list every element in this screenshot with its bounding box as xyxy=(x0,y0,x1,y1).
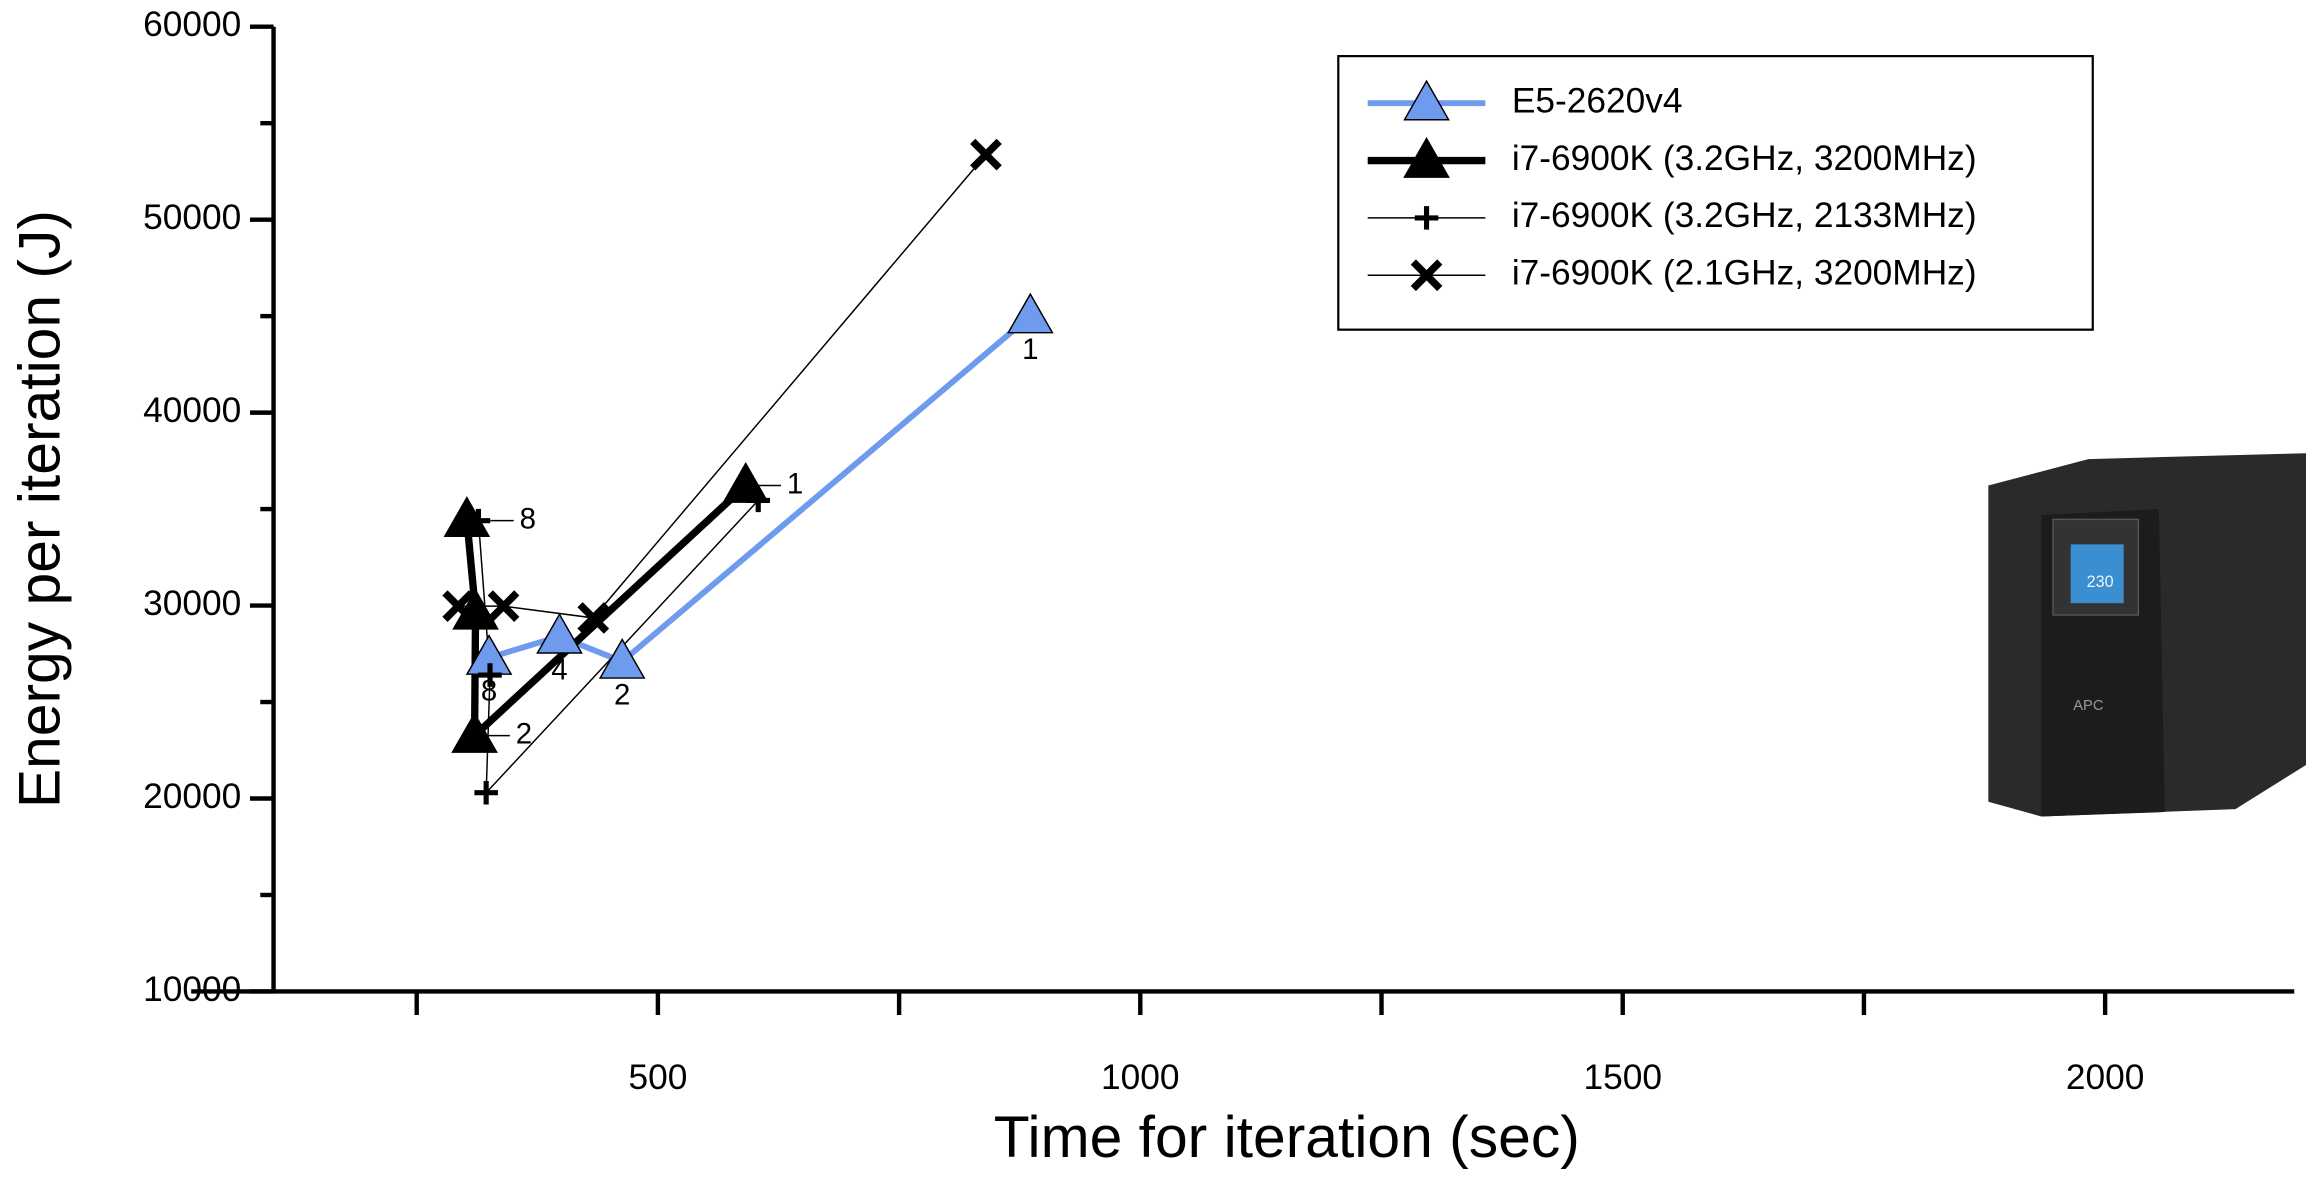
marker xyxy=(466,508,491,533)
x-axis-title: Time for iteration (sec) xyxy=(994,1105,1580,1170)
marker xyxy=(598,637,646,679)
legend-label: i7-6900K (3.2GHz, 2133MHz) xyxy=(1512,196,1977,235)
x-tick-label: 1000 xyxy=(1101,1058,1180,1097)
y-tick-label: 10000 xyxy=(143,970,241,1009)
marker xyxy=(1403,79,1450,121)
marker xyxy=(442,590,475,622)
marker xyxy=(1006,292,1054,334)
marker xyxy=(478,663,502,687)
point-label: 4 xyxy=(551,653,567,686)
legend-label: E5-2620v4 xyxy=(1512,82,1683,121)
marker xyxy=(1410,259,1443,292)
y-tick-label: 50000 xyxy=(143,198,241,237)
marker xyxy=(1403,136,1450,178)
ups-image: 230 APC xyxy=(1988,453,2306,817)
marker xyxy=(746,488,771,513)
marker xyxy=(970,138,1002,171)
point-label: 1 xyxy=(787,467,803,500)
y-tick-label: 30000 xyxy=(143,584,241,623)
point-label: 8 xyxy=(481,675,497,708)
marker xyxy=(451,712,498,753)
y-tick-label: 40000 xyxy=(143,391,241,430)
marker xyxy=(487,590,520,622)
marker xyxy=(536,612,583,654)
x-tick-label: 500 xyxy=(628,1058,687,1097)
point-label: 1 xyxy=(1022,333,1038,366)
legend-label: i7-6900K (2.1GHz, 3200MHz) xyxy=(1512,254,1977,293)
y-tick-label: 20000 xyxy=(143,777,241,816)
svg-text:230: 230 xyxy=(2087,573,2114,591)
series-line xyxy=(488,313,1033,665)
y-tick-label: 60000 xyxy=(143,5,241,44)
marker xyxy=(474,780,498,805)
marker xyxy=(1414,206,1439,230)
point-label: 2 xyxy=(614,679,630,712)
svg-text:APC: APC xyxy=(2073,698,2104,714)
point-label: 2 xyxy=(516,717,532,750)
y-axis-title: Energy per iteration (J) xyxy=(8,210,73,808)
point-label: 8 xyxy=(520,502,536,535)
legend-label: i7-6900K (3.2GHz, 3200MHz) xyxy=(1512,139,1977,178)
x-tick-label: 1500 xyxy=(1583,1058,1662,1097)
marker xyxy=(577,602,610,634)
x-tick-label: 2000 xyxy=(2066,1058,2145,1097)
